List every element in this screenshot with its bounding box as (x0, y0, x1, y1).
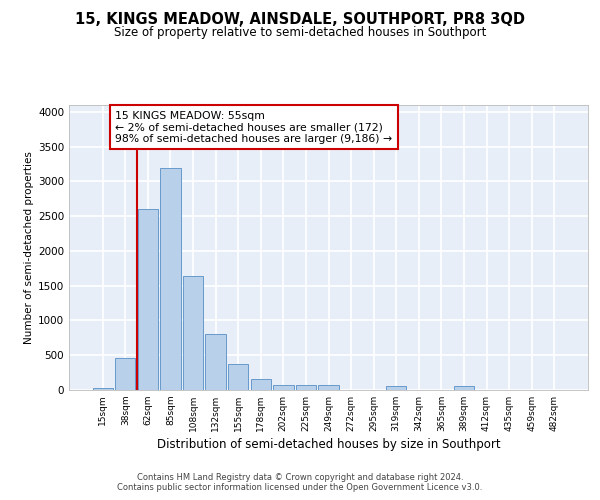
Text: Contains public sector information licensed under the Open Government Licence v3: Contains public sector information licen… (118, 484, 482, 492)
Bar (273, 385, 293, 390)
Bar (386, 386, 406, 390)
Bar (115, 358, 136, 390)
Text: Size of property relative to semi-detached houses in Southport: Size of property relative to semi-detach… (114, 26, 486, 39)
Bar (138, 210, 158, 390)
Text: 15, KINGS MEADOW, AINSDALE, SOUTHPORT, PR8 3QD: 15, KINGS MEADOW, AINSDALE, SOUTHPORT, P… (75, 12, 525, 28)
Y-axis label: Number of semi-detached properties: Number of semi-detached properties (24, 151, 34, 344)
Bar (454, 386, 474, 390)
Text: Contains HM Land Registry data © Crown copyright and database right 2024.: Contains HM Land Registry data © Crown c… (137, 472, 463, 482)
Bar (183, 276, 203, 390)
Bar (296, 385, 316, 390)
Text: 15 KINGS MEADOW: 55sqm
← 2% of semi-detached houses are smaller (172)
98% of sem: 15 KINGS MEADOW: 55sqm ← 2% of semi-deta… (115, 110, 392, 144)
Bar (251, 379, 271, 390)
Bar (160, 168, 181, 390)
Bar (205, 334, 226, 390)
Bar (92, 388, 113, 390)
X-axis label: Distribution of semi-detached houses by size in Southport: Distribution of semi-detached houses by … (157, 438, 500, 451)
Bar (228, 364, 248, 390)
Bar (319, 386, 338, 390)
